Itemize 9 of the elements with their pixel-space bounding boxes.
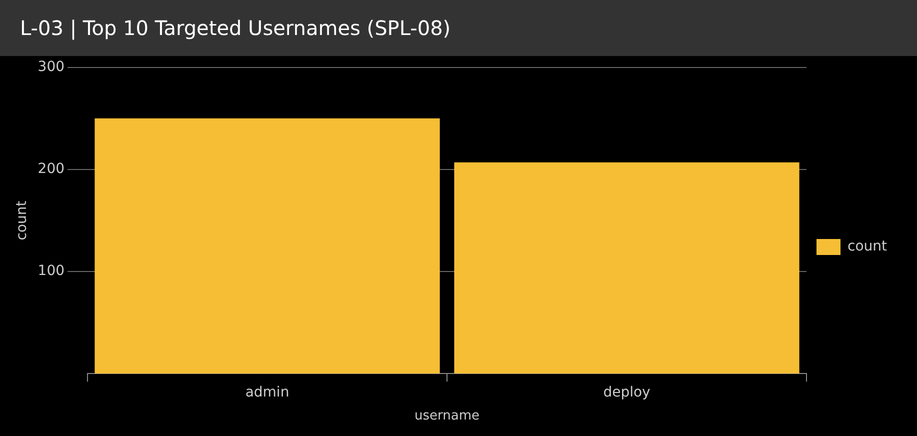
y-tick-label: 100 bbox=[38, 263, 65, 280]
y-tick-label: 300 bbox=[38, 59, 65, 76]
x-tick-label: admin bbox=[245, 384, 290, 401]
legend-label: count bbox=[848, 238, 888, 255]
x-tick-label: deploy bbox=[603, 384, 650, 401]
x-axis-title: username bbox=[414, 408, 480, 424]
y-axis-title: count bbox=[14, 200, 30, 240]
chart-title: L-03 | Top 10 Targeted Usernames (SPL-08) bbox=[0, 0, 917, 56]
y-tick-label: 200 bbox=[38, 161, 65, 178]
